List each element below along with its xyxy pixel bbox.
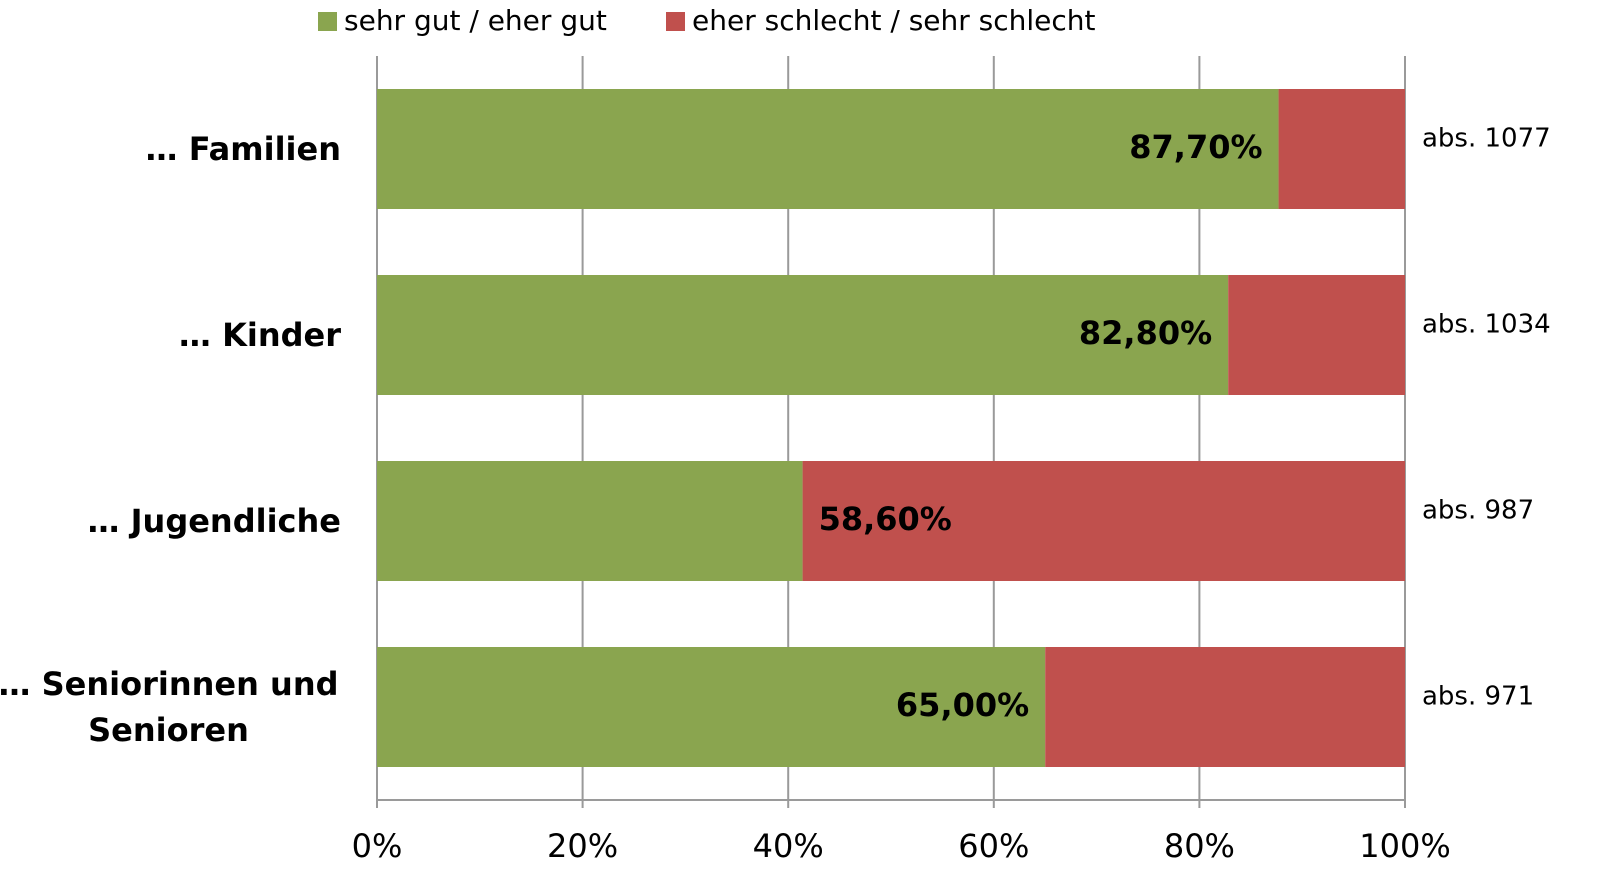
data-label: 87,70% (1129, 128, 1262, 166)
y-tick-label: … Seniorinnen und Senioren (0, 665, 339, 749)
bar-segment (377, 89, 1279, 209)
legend-label: sehr gut / eher gut (344, 4, 607, 37)
x-tick-label: 100% (1359, 827, 1450, 865)
bar-segment (377, 647, 1046, 767)
data-label: 65,00% (896, 686, 1029, 724)
bar-segment (377, 461, 803, 581)
annotation: abs. 1077 (1422, 124, 1551, 154)
bar-segment (802, 461, 1405, 581)
x-tick-label: 60% (958, 827, 1029, 865)
annotation: abs. 1034 (1422, 310, 1551, 340)
category-label-box: … Familien (0, 126, 341, 172)
x-tick-label: 0% (352, 827, 403, 865)
bar-segment (1045, 647, 1405, 767)
y-tick-label: … Kinder (178, 316, 341, 354)
x-tick-label: 40% (753, 827, 824, 865)
annotation: abs. 987 (1422, 496, 1534, 526)
y-tick-label: … Jugendliche (87, 502, 341, 540)
legend-label: eher schlecht / sehr schlecht (692, 4, 1096, 37)
x-tick-label: 80% (1164, 827, 1235, 865)
bar-segment (1228, 275, 1405, 395)
legend-swatch (318, 12, 337, 31)
data-label: 58,60% (819, 500, 952, 538)
y-tick-label: … Familien (145, 130, 341, 168)
category-label-box: … Kinder (0, 312, 341, 358)
bar-segment (1278, 89, 1405, 209)
category-label-box: … Seniorinnen und Senioren (0, 661, 341, 753)
x-tick-label: 20% (547, 827, 618, 865)
category-label-box: … Jugendliche (0, 498, 341, 544)
data-label: 82,80% (1079, 314, 1212, 352)
legend-swatch (666, 12, 685, 31)
annotation: abs. 971 (1422, 682, 1534, 712)
bar-segment (377, 275, 1229, 395)
